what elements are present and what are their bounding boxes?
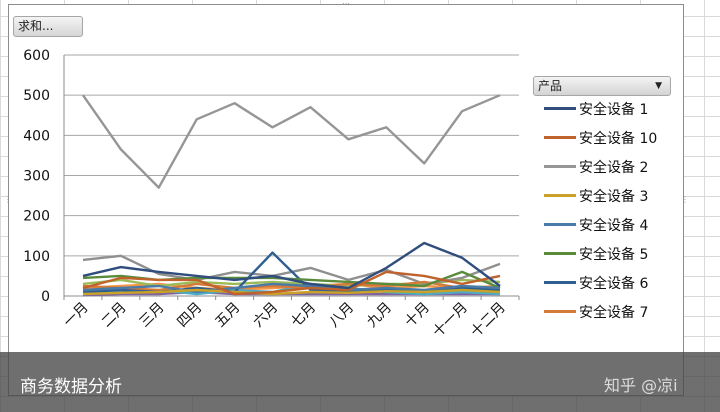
legend-label: 安全设备 4 (579, 218, 649, 234)
legend-swatch (544, 223, 576, 226)
watermark: 知乎 @凉i (604, 376, 678, 395)
resize-handle-right[interactable]: ⋮ (681, 195, 689, 204)
x-tick-label: 七月 (288, 300, 319, 331)
legend-items: 安全设备 1 安全设备 10 安全设备 2 安全设备 3 安全设备 4 安全设备 5 安全设… (533, 96, 671, 328)
legend-item: 安全设备 10 (533, 125, 671, 154)
resize-handle-top[interactable]: ⋯ (342, 0, 350, 8)
legend-item: 安全设备 3 (533, 183, 671, 212)
series-line-安全设备-1 (82, 241, 501, 290)
legend-swatch (544, 281, 576, 284)
x-tick-label: 六月 (250, 300, 281, 331)
legend-item: 安全设备 6 (533, 270, 671, 299)
legend-item: 安全设备 4 (533, 212, 671, 241)
x-tick-label: 五月 (212, 300, 243, 331)
legend-label: 安全设备 6 (579, 276, 649, 292)
legend-swatch (544, 165, 576, 168)
caption-text: 商务数据分析 (20, 377, 122, 397)
x-tick-label: 四月 (174, 300, 205, 331)
y-tick-label: 300 (23, 169, 50, 185)
y-tick-label: 100 (23, 249, 50, 265)
y-tick-label: 0 (41, 289, 50, 305)
legend-label: 安全设备 10 (579, 131, 658, 147)
legend-item: 安全设备 1 (533, 96, 671, 125)
x-tick-label: 十月 (402, 300, 433, 331)
legend-label: 安全设备 1 (579, 102, 649, 118)
legend-label: 安全设备 3 (579, 189, 649, 205)
series-line-安全设备-4 (82, 282, 501, 294)
legend-swatch (544, 136, 576, 139)
x-tick-label: 十一月 (430, 300, 471, 341)
caption-bar (0, 352, 720, 412)
x-tick-label: 一月 (61, 300, 92, 331)
x-tick-label: 二月 (99, 300, 130, 331)
legend-field-label: 产品 (538, 79, 563, 93)
x-tick-label: 十二月 (468, 300, 509, 341)
legend-label: 安全设备 7 (579, 305, 649, 321)
legend-item: 安全设备 7 (533, 299, 671, 328)
legend-label: 安全设备 5 (579, 247, 649, 263)
y-tick-label: 200 (23, 209, 50, 225)
resize-handle-left[interactable]: ⋮ (4, 195, 12, 204)
legend-swatch (544, 194, 576, 197)
legend-swatch (544, 252, 576, 255)
legend-item: 安全设备 2 (533, 154, 671, 183)
x-tick-label: 九月 (364, 300, 395, 331)
legend: 产品 ▼ 安全设备 1 安全设备 10 安全设备 2 安全设备 3 安全设备 4 安全设备… (533, 76, 671, 328)
x-tick-label: 八月 (326, 300, 357, 331)
series-line-安全设备-3 (82, 288, 501, 296)
pivot-value-field-button[interactable]: 求和... (13, 16, 83, 37)
chart-area[interactable] (8, 4, 684, 396)
y-tick-label: 400 (23, 128, 50, 144)
legend-swatch (544, 310, 576, 313)
series-line-安全设备-10 (82, 270, 501, 296)
y-tick-label: 600 (23, 48, 50, 64)
dropdown-arrow-icon: ▼ (655, 81, 662, 91)
legend-item: 安全设备 5 (533, 241, 671, 270)
legend-swatch (544, 107, 576, 110)
legend-label: 安全设备 2 (579, 160, 649, 176)
y-tick-label: 500 (23, 88, 50, 104)
x-tick-label: 三月 (137, 300, 168, 331)
series-line-安全设备-2 (82, 94, 501, 189)
legend-field-dropdown[interactable]: 产品 ▼ (533, 76, 671, 96)
